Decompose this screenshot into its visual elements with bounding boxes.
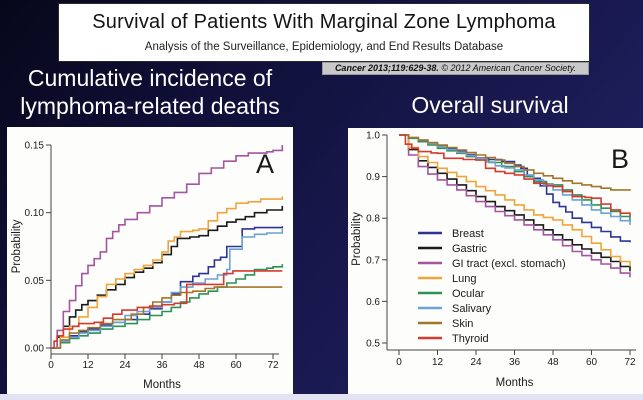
legend-label: Gastric xyxy=(452,243,487,255)
x-tick-label: 36 xyxy=(509,357,521,368)
x-tick-label: 48 xyxy=(547,357,559,368)
series-thyroid xyxy=(399,134,631,217)
x-tick-label: 0 xyxy=(48,360,54,371)
y-tick-label: 0.15 xyxy=(25,141,45,152)
citation-bar: Cancer 2013;119:629-38. © 2012 American … xyxy=(322,62,589,75)
series-thyroid xyxy=(51,270,283,349)
y-tick-label: 0.5 xyxy=(366,339,380,350)
legend-label: GI tract (excl. stomach) xyxy=(452,258,566,270)
series-skin xyxy=(399,134,631,191)
y-axis-label: Probability xyxy=(11,219,23,273)
x-tick-label: 12 xyxy=(82,360,94,371)
series-ocular xyxy=(51,264,284,349)
legend-label: Salivary xyxy=(452,303,492,315)
panel-b: 1.0 0.9 0.8 0.7 0.6 0.5 0 12 24 36 48 60 72 Months Pro… xyxy=(348,128,643,395)
x-tick-label: 0 xyxy=(396,357,402,368)
series-gastric xyxy=(51,205,284,349)
y-tick-label: 0.9 xyxy=(366,172,380,183)
citation-source: Cancer 2013;119:629-38. xyxy=(334,63,439,73)
x-axis-label: Months xyxy=(496,377,534,389)
x-tick-label: 48 xyxy=(193,360,205,371)
y-tick-label: 0.00 xyxy=(25,344,45,355)
series-ocular xyxy=(399,134,631,222)
left-chart-heading-line2: lymphoma-related deaths xyxy=(20,93,280,119)
legend-label: Thyroid xyxy=(452,333,489,345)
x-axis-label: Months xyxy=(143,379,181,391)
y-tick-label: 0.6 xyxy=(366,297,380,308)
series-gi-tract-excl-stomach xyxy=(399,134,631,278)
panel-letter: A xyxy=(256,149,274,179)
slide-subtitle: Analysis of the Surveillance, Epidemiolo… xyxy=(144,41,504,53)
left-chart-heading: Cumulative incidence of lymphoma-related… xyxy=(0,64,300,120)
slide-title: Survival of Patients With Marginal Zone … xyxy=(92,11,556,33)
y-tick-label: 0.7 xyxy=(366,255,380,266)
series-breast xyxy=(399,134,631,243)
x-tick-label: 24 xyxy=(119,360,131,371)
right-chart-heading: Overall survival xyxy=(411,92,569,118)
panel-a: 0.00 0.05 0.10 0.15 0 12 24 36 48 60 72 Months Proba… xyxy=(7,127,293,395)
panel-b-chart: 1.0 0.9 0.8 0.7 0.6 0.5 0 12 24 36 48 60 72 Months Pro… xyxy=(351,131,636,389)
series-gi-tract-excl-stomach xyxy=(51,145,284,349)
y-tick-label: 0.8 xyxy=(366,214,380,225)
legend-label: Ocular xyxy=(452,288,485,300)
series-skin xyxy=(51,286,283,349)
x-tick-label: 60 xyxy=(230,360,242,371)
series-salivary xyxy=(399,134,631,225)
x-tick-label: 36 xyxy=(156,360,168,371)
x-tick-label: 72 xyxy=(267,360,279,371)
left-chart-heading-line1: Cumulative incidence of xyxy=(27,65,273,91)
legend-label: Skin xyxy=(452,318,473,330)
panel-a-chart: 0.00 0.05 0.10 0.15 0 12 24 36 48 60 72 Months Proba… xyxy=(11,141,284,391)
panel-letter: B xyxy=(611,144,629,174)
y-tick-label: 0.05 xyxy=(25,276,45,287)
citation-copyright: © 2012 American Cancer Society. xyxy=(438,63,577,73)
series-lung xyxy=(399,134,631,267)
series-lung xyxy=(51,196,284,349)
y-tick-label: 1.0 xyxy=(366,131,380,142)
title-box: Survival of Patients With Marginal Zone … xyxy=(58,3,590,62)
legend-label: Lung xyxy=(452,273,476,285)
x-tick-label: 60 xyxy=(586,357,598,368)
bottom-strip xyxy=(0,394,643,400)
y-tick-label: 0.10 xyxy=(25,208,45,219)
x-tick-label: 24 xyxy=(470,357,482,368)
legend-label: Breast xyxy=(452,228,484,240)
x-tick-label: 72 xyxy=(624,357,636,368)
x-tick-label: 12 xyxy=(432,357,444,368)
y-axis-label: Probability xyxy=(351,212,363,266)
